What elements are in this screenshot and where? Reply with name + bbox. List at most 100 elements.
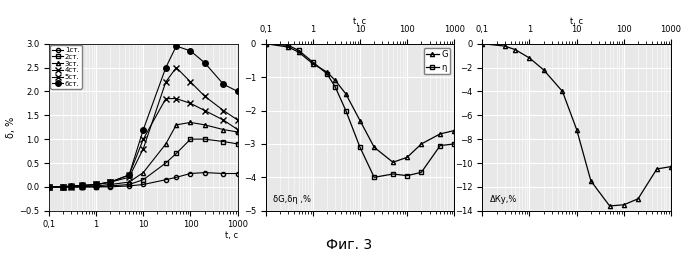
3ст. bbox=[78, 185, 86, 188]
Line: 5ст.: 5ст. bbox=[45, 95, 241, 190]
5ст. bbox=[78, 184, 86, 187]
4ст. bbox=[233, 118, 242, 122]
2ст. bbox=[92, 185, 101, 188]
Line: Ky: Ky bbox=[480, 42, 673, 208]
X-axis label: t, c: t, c bbox=[570, 17, 583, 26]
G bbox=[284, 45, 292, 49]
2ст. bbox=[219, 140, 228, 143]
Text: δG,δη ,%: δG,δη ,% bbox=[273, 195, 311, 204]
Ky bbox=[478, 42, 487, 45]
2ст. bbox=[106, 184, 115, 187]
4ст. bbox=[106, 181, 115, 184]
Ky bbox=[500, 44, 509, 48]
2ст. bbox=[67, 185, 75, 188]
Line: η: η bbox=[264, 42, 456, 179]
1ст. bbox=[139, 183, 147, 186]
2ст. bbox=[161, 161, 170, 164]
1ст. bbox=[219, 172, 228, 175]
5ст. bbox=[219, 118, 228, 122]
6ст. bbox=[186, 49, 194, 52]
Ky bbox=[653, 168, 661, 171]
η bbox=[309, 60, 317, 63]
5ст. bbox=[201, 109, 209, 112]
G bbox=[417, 142, 426, 145]
4ст. bbox=[125, 176, 134, 179]
5ст. bbox=[172, 97, 180, 100]
G bbox=[323, 70, 331, 74]
Legend: G, η: G, η bbox=[424, 48, 450, 74]
Line: 4ст.: 4ст. bbox=[46, 65, 240, 190]
4ст. bbox=[92, 183, 101, 186]
η bbox=[342, 109, 350, 112]
Ky bbox=[559, 90, 567, 93]
2ст. bbox=[78, 185, 86, 188]
6ст. bbox=[139, 128, 147, 131]
1ст. bbox=[125, 184, 134, 187]
Text: Фиг. 3: Фиг. 3 bbox=[326, 238, 373, 252]
η bbox=[294, 49, 303, 52]
3ст. bbox=[201, 123, 209, 126]
G bbox=[436, 132, 445, 135]
Text: ΔКу,%: ΔКу,% bbox=[490, 195, 517, 204]
2ст. bbox=[139, 178, 147, 181]
η bbox=[323, 72, 331, 75]
Line: 1ст.: 1ст. bbox=[47, 170, 240, 189]
Legend: 1ст., 2ст., 3ст., 4ст., 5ст., 6ст.: 1ст., 2ст., 3ст., 4ст., 5ст., 6ст. bbox=[50, 45, 82, 89]
1ст. bbox=[67, 185, 75, 188]
η bbox=[450, 142, 459, 145]
5ст. bbox=[233, 128, 242, 131]
3ст. bbox=[106, 183, 115, 186]
η bbox=[284, 44, 292, 47]
G bbox=[261, 42, 270, 45]
Y-axis label: δ, %: δ, % bbox=[6, 117, 16, 138]
6ст. bbox=[233, 90, 242, 93]
1ст. bbox=[201, 171, 209, 174]
3ст. bbox=[59, 185, 67, 188]
G bbox=[389, 161, 397, 164]
Ky bbox=[572, 128, 581, 131]
4ст. bbox=[45, 185, 53, 188]
1ст. bbox=[106, 185, 115, 188]
Ky bbox=[511, 48, 519, 51]
G bbox=[294, 50, 303, 53]
2ст. bbox=[201, 137, 209, 141]
4ст. bbox=[172, 66, 180, 69]
6ст. bbox=[78, 184, 86, 187]
2ст. bbox=[186, 137, 194, 141]
η bbox=[331, 86, 340, 89]
η bbox=[403, 174, 411, 177]
1ст. bbox=[78, 185, 86, 188]
X-axis label: t, c: t, c bbox=[354, 17, 366, 26]
5ст. bbox=[125, 173, 134, 177]
6ст. bbox=[125, 173, 134, 177]
4ст. bbox=[139, 147, 147, 150]
4ст. bbox=[201, 95, 209, 98]
3ст. bbox=[139, 171, 147, 174]
3ст. bbox=[45, 185, 53, 188]
4ст. bbox=[219, 109, 228, 112]
4ст. bbox=[186, 80, 194, 84]
Ky bbox=[667, 165, 675, 168]
3ст. bbox=[92, 184, 101, 187]
2ст. bbox=[45, 185, 53, 188]
1ст. bbox=[233, 172, 242, 175]
4ст. bbox=[161, 80, 170, 84]
G bbox=[370, 146, 378, 149]
Line: 2ст.: 2ст. bbox=[47, 137, 240, 189]
6ст. bbox=[201, 61, 209, 64]
2ст. bbox=[59, 185, 67, 188]
6ст. bbox=[106, 181, 115, 184]
η bbox=[436, 144, 445, 147]
5ст. bbox=[92, 183, 101, 186]
Ky bbox=[586, 179, 595, 182]
2ст. bbox=[233, 142, 242, 145]
1ст. bbox=[161, 178, 170, 181]
G bbox=[342, 92, 350, 95]
Ky bbox=[634, 197, 642, 200]
Line: G: G bbox=[264, 42, 456, 164]
3ст. bbox=[233, 131, 242, 134]
Ky bbox=[619, 203, 628, 206]
6ст. bbox=[172, 44, 180, 48]
Line: 3ст.: 3ст. bbox=[47, 120, 240, 189]
2ст. bbox=[125, 183, 134, 186]
